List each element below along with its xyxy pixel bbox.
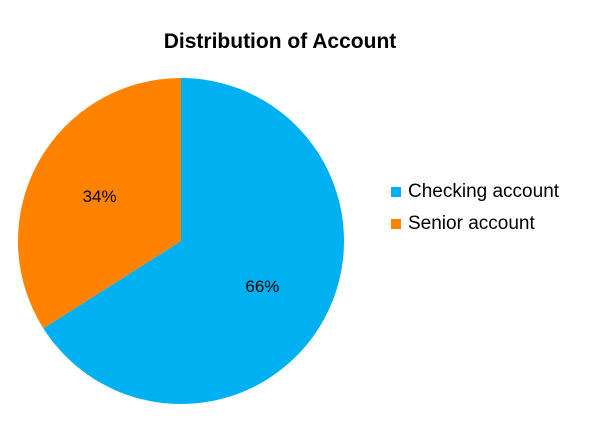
legend-label: Senior account: [408, 213, 535, 234]
legend-label: Checking account: [408, 181, 560, 202]
legend-item-checking-account: Checking account: [391, 176, 559, 208]
legend-swatch: [391, 219, 401, 229]
pie-slice-senior-account: [17, 77, 181, 329]
legend-item-senior-account: Senior account: [391, 208, 559, 240]
chart-title: Distribution of Account: [163, 30, 397, 53]
slice-label-senior-account: 34%: [83, 187, 117, 206]
pie-slice-checking-account: [43, 78, 344, 404]
chart-legend: Checking account Senior account: [391, 176, 559, 240]
slice-label-checking-account: 66%: [245, 277, 279, 296]
legend-swatch: [391, 187, 401, 197]
